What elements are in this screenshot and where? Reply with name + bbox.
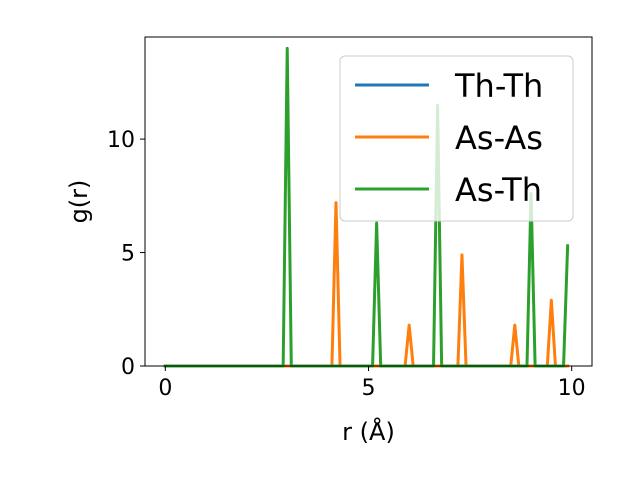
y-tick-label: 5 xyxy=(121,242,135,267)
x-tick-label: 0 xyxy=(158,376,172,401)
y-tick-label: 10 xyxy=(107,128,135,153)
legend: Th-Th As-As As-Th xyxy=(339,55,574,222)
legend-label-as-th: As-Th xyxy=(455,171,542,209)
y-tick-label: 0 xyxy=(121,355,135,380)
y-axis-label: g(r) xyxy=(65,180,93,224)
legend-box xyxy=(339,55,574,222)
x-tick-label: 5 xyxy=(362,376,376,401)
tick-layer: 0 5 10 0 5 10 xyxy=(107,128,586,401)
legend-label-th-th: Th-Th xyxy=(454,67,543,105)
legend-label-as-as: As-As xyxy=(455,119,543,157)
series-line-as-as xyxy=(163,201,570,368)
x-tick-label: 10 xyxy=(558,376,586,401)
x-axis-label: r (Å) xyxy=(342,417,395,446)
